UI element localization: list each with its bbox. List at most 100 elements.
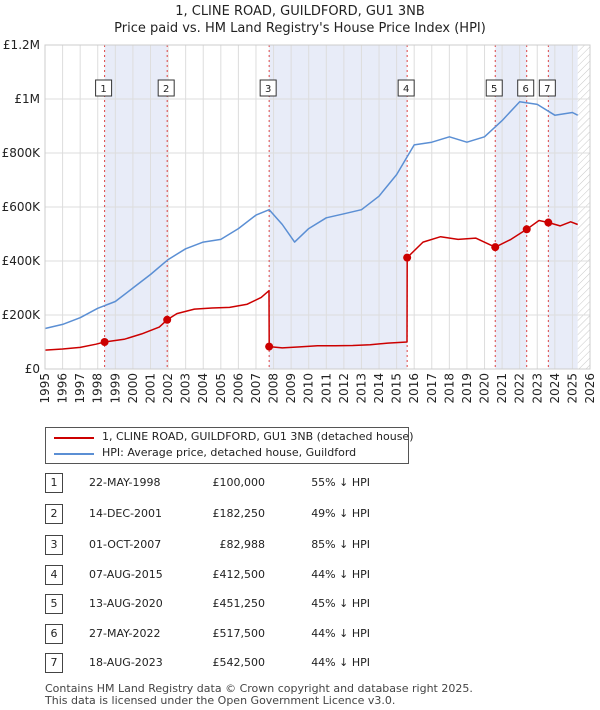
x-tick-label: 2006 (231, 373, 245, 404)
legend-label-property: 1, CLINE ROAD, GUILDFORD, GU1 3NB (detac… (102, 430, 414, 443)
chart-title: 1, CLINE ROAD, GUILDFORD, GU1 3NB (175, 4, 425, 19)
sale-label: 2 (157, 79, 175, 97)
transaction-hpi: 55% ↓ HPI (311, 476, 370, 489)
y-tick-label: £600K (2, 200, 42, 214)
y-tick-label: £800K (2, 146, 42, 160)
x-tick-label: 2017 (425, 373, 439, 404)
x-tick-label: 2001 (143, 373, 157, 404)
sale-label-box (157, 79, 175, 97)
transaction-date: 07-AUG-2015 (89, 568, 163, 581)
transaction-number: 5 (45, 594, 63, 614)
sale-point (265, 342, 274, 351)
y-tick-label: £200K (2, 308, 42, 322)
sale-label: 3 (259, 79, 277, 97)
sale-label-box (485, 79, 503, 97)
transaction-price: £100,000 (212, 476, 266, 489)
sale-point (522, 225, 531, 234)
transaction-date: 01-OCT-2007 (89, 538, 162, 551)
sale-label-text: 5 (491, 84, 497, 95)
x-tick-label: 1997 (73, 373, 87, 404)
sale-point (100, 338, 109, 346)
transaction-hpi: 44% ↓ HPI (311, 656, 370, 669)
sale-point (544, 218, 553, 227)
transaction-price: £451,250 (212, 597, 266, 610)
x-tick-label: 2003 (179, 373, 193, 404)
x-tick-label: 2008 (267, 373, 281, 404)
x-tick-label: 2005 (214, 373, 228, 404)
sale-label-box (259, 79, 277, 97)
transaction-price: £542,500 (212, 656, 266, 669)
footer-licence: This data is licensed under the Open Gov… (45, 694, 396, 707)
x-tick-label: 2021 (495, 373, 509, 404)
x-tick-label: 2024 (548, 373, 562, 404)
transaction-hpi: 44% ↓ HPI (311, 568, 370, 581)
x-tick-label: 2022 (513, 373, 527, 404)
x-tick-label: 2026 (583, 373, 597, 404)
transaction-number: 2 (45, 504, 63, 524)
x-tick-label: 2012 (337, 373, 351, 404)
transaction-hpi: 45% ↓ HPI (311, 597, 370, 610)
transaction-price: £517,500 (212, 627, 266, 640)
sale-label-box (538, 79, 556, 97)
price-chart: 1 2 3 4 5 6 7 £0 £200K £400K £600K £800K £1M £1.2M 199… (2, 38, 597, 404)
sale-label-text: 1 (100, 84, 106, 95)
chart-subtitle: Price paid vs. HM Land Registry's House … (114, 21, 486, 36)
transaction-price: £412,500 (212, 568, 266, 581)
transaction-number: 4 (45, 565, 63, 585)
transaction-date: 14-DEC-2001 (89, 507, 163, 520)
x-tick-label: 2007 (249, 373, 263, 404)
sale-label: 5 (485, 79, 503, 97)
transaction-number: 1 (45, 473, 63, 493)
transaction-date: 18-AUG-2023 (89, 656, 163, 669)
sale-label-box (517, 79, 535, 97)
y-tick-label: £1.2M (3, 38, 40, 52)
x-tick-label: 1998 (91, 373, 105, 404)
x-tick-label: 2025 (565, 373, 579, 404)
x-tick-label: 1996 (56, 373, 70, 404)
property-price-line (44, 219, 578, 351)
sale-label: 4 (397, 79, 415, 97)
x-tick-label: 2014 (372, 373, 386, 404)
x-tick-label: 2019 (460, 373, 474, 404)
x-tick-label: 1999 (108, 373, 122, 404)
x-tick-label: 2011 (319, 373, 333, 404)
footer-copyright: Contains HM Land Registry data © Crown c… (45, 682, 473, 695)
transaction-hpi: 44% ↓ HPI (311, 627, 370, 640)
transaction-number: 3 (45, 535, 63, 555)
transaction-date: 27-MAY-2022 (89, 627, 161, 640)
sale-label-text: 6 (523, 84, 529, 95)
legend: 1, CLINE ROAD, GUILDFORD, GU1 3NB (detac… (45, 427, 414, 464)
legend-label-hpi: HPI: Average price, detached house, Guil… (102, 446, 357, 459)
sale-label-text: 7 (544, 84, 550, 95)
x-tick-label: 2016 (407, 373, 421, 404)
x-tick-label: 2004 (196, 373, 210, 404)
transaction-price: £82,988 (219, 538, 266, 551)
sale-label-text: 4 (403, 84, 409, 95)
sale-label-text: 3 (265, 84, 271, 95)
transaction-hpi: 49% ↓ HPI (311, 507, 370, 520)
transaction-number: 6 (45, 624, 63, 644)
legend-swatch-property (54, 437, 94, 439)
sale-label: 1 (95, 79, 113, 97)
y-tick-label: £0 (25, 362, 40, 376)
x-tick-label: 2023 (530, 373, 544, 404)
x-tick-label: 2020 (478, 373, 492, 404)
hpi-line (44, 100, 579, 330)
sale-label: 7 (538, 79, 556, 97)
transaction-price: £182,250 (212, 507, 266, 520)
transaction-number: 7 (45, 653, 63, 673)
sale-point (403, 253, 412, 262)
x-tick-label: 2018 (442, 373, 456, 404)
x-tick-label: 1995 (38, 373, 52, 404)
x-tick-label: 2002 (161, 373, 175, 404)
transaction-date: 22-MAY-1998 (89, 476, 161, 489)
sale-label-text: 2 (163, 84, 169, 95)
y-tick-label: £1M (14, 92, 40, 106)
transaction-date: 13-AUG-2020 (89, 597, 163, 610)
sale-label: 6 (517, 79, 535, 97)
sale-label-box (95, 79, 113, 97)
x-tick-label: 2015 (390, 373, 404, 404)
plot-border (44, 44, 591, 370)
x-tick-label: 2010 (302, 373, 316, 404)
